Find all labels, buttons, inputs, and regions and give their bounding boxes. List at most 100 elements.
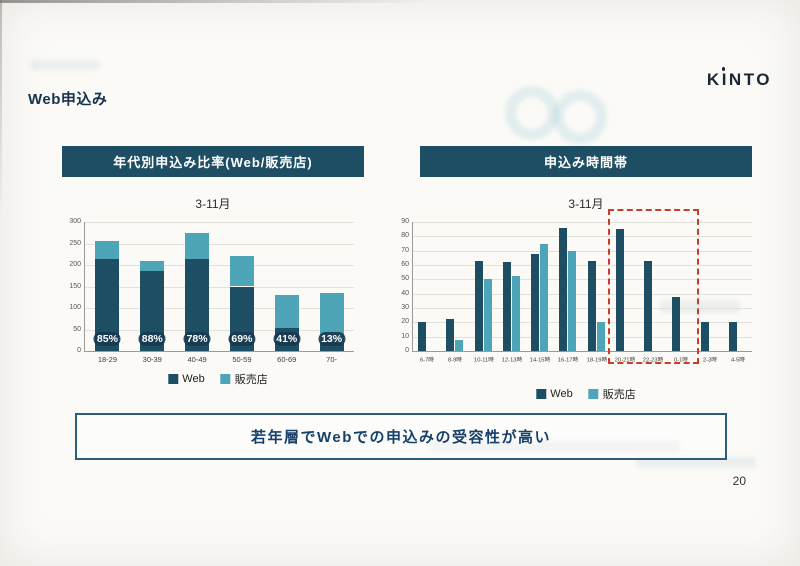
x-tick-label: 60-69: [277, 355, 297, 364]
bar-web: [672, 296, 681, 351]
legend-label-dealer: 販売店: [602, 389, 636, 401]
bar-dealer: [568, 250, 577, 351]
x-tick-label: 2-3時: [702, 357, 717, 364]
bleed-artifact: [30, 60, 100, 70]
x-tick-label: 18-19時: [586, 357, 607, 364]
y-tick-label: 100: [69, 304, 81, 311]
bar-dealer: [229, 256, 254, 287]
gridline: [85, 286, 354, 288]
y-tick-label: 30: [401, 304, 409, 311]
chart-time-of-day-header: 申込み時間帯: [420, 146, 752, 177]
legend-item-dealer: 販売店: [220, 371, 268, 387]
legend-swatch-web: [168, 374, 179, 384]
legend-age-chart: Web 販売店: [168, 371, 268, 387]
slide-title: Web申込み: [28, 91, 108, 108]
bar-web: [418, 322, 427, 351]
x-tick-label: 10-11時: [473, 357, 494, 364]
bleed-artifact: [505, 86, 559, 140]
gridline: [413, 222, 752, 223]
legend-label-dealer: 販売店: [234, 374, 268, 386]
page-number: 20: [732, 474, 746, 488]
bar-web: [644, 260, 653, 351]
kinto-logo-text: KINTO: [706, 70, 772, 89]
kinto-logo-i-dot: [721, 67, 726, 71]
bar-web: [728, 322, 737, 351]
x-tick-label: 14-15時: [529, 357, 551, 364]
y-tick-label: 0: [405, 347, 409, 354]
bar-web: [700, 322, 709, 351]
y-tick-label: 250: [69, 239, 81, 247]
bleed-artifact: [553, 90, 607, 144]
bar-dealer: [540, 243, 549, 351]
bar-percent-label: 13%: [318, 332, 346, 346]
y-tick-label: 10: [401, 332, 409, 340]
x-tick-label: 18-29: [97, 355, 117, 364]
legend-item-dealer: 販売店: [588, 386, 636, 402]
y-tick-label: 80: [401, 232, 409, 240]
bar-dealer: [140, 260, 165, 272]
legend-item-web: Web: [168, 373, 205, 385]
legend-swatch-dealer: [588, 389, 599, 399]
bar-dealer: [455, 339, 464, 351]
bar-web: [502, 262, 511, 351]
y-tick-label: 150: [69, 282, 81, 290]
x-tick-label: 8-9時: [448, 357, 463, 364]
bar-web: [319, 343, 344, 351]
gridline: [413, 322, 752, 324]
chart-age-ratio-plot: 0 50 100 150 200 250 300 18-29 85% 30-39 88% 40-49 7…: [69, 218, 354, 364]
bar-dealer: [95, 241, 120, 259]
x-tick-label: 50-59: [232, 355, 252, 364]
chart-age-ratio-subtitle: 3-11月: [195, 197, 231, 211]
x-tick-label: 40-49: [187, 355, 207, 364]
key-message-box: 若年層でWebでの申込みの受容性が高い: [75, 413, 727, 460]
gridline: [413, 250, 752, 252]
gridline: [85, 329, 354, 331]
gridline: [413, 308, 752, 309]
bar-web: [587, 260, 596, 351]
bar-dealer: [483, 279, 492, 351]
gridline: [413, 265, 752, 266]
bar-percent-label: 69%: [228, 332, 256, 346]
legend-label-web: Web: [550, 388, 573, 400]
gridline: [413, 293, 752, 295]
y-tick-label: 0: [77, 347, 81, 354]
bar-percent-label: 41%: [273, 332, 301, 346]
gridline: [85, 265, 354, 266]
x-tick-label: 20-21時: [614, 357, 636, 364]
y-tick-label: 60: [401, 261, 409, 268]
bar-web: [615, 229, 624, 351]
y-tick-label: 50: [401, 275, 409, 283]
legend-label-web: Web: [182, 373, 205, 385]
chart-age-ratio-header: 年代別申込み比率(Web/販売店): [62, 146, 364, 177]
bar-percent-label: 78%: [183, 332, 211, 346]
bar-web: [446, 319, 455, 351]
x-tick-label: 6-7時: [420, 357, 435, 364]
kinto-logo: KINTO: [706, 67, 772, 90]
x-tick-label: 16-17時: [558, 357, 579, 364]
legend-swatch-dealer: [220, 374, 231, 384]
scan-edge-artifact: [0, 0, 2, 220]
chart-time-of-day-subtitle: 3-11月: [568, 197, 604, 211]
gridline: [85, 308, 354, 309]
y-tick-label: 40: [401, 289, 409, 297]
x-tick-label: 70-: [326, 355, 337, 364]
bar-dealer: [596, 322, 605, 351]
legend-item-web: Web: [536, 388, 573, 400]
y-tick-label: 70: [401, 246, 409, 254]
y-tick-label: 300: [69, 218, 81, 225]
x-tick-label: 12-13時: [501, 357, 523, 364]
x-tick-label: 30-39: [142, 355, 162, 364]
gridline: [85, 222, 354, 223]
scan-edge-artifact: [0, 0, 430, 3]
legend-time-chart: Web 販売店: [536, 386, 636, 402]
bar-web: [559, 227, 568, 351]
chart-time-of-day-plot: 0 10 20 30 40 50 60 70 80 90 6-7時 8-9時 10-11時 12-13時 1…: [401, 209, 752, 364]
bar-web: [531, 253, 540, 351]
gridline: [413, 336, 752, 338]
y-tick-label: 50: [73, 325, 81, 333]
x-tick-label: 4-5時: [730, 357, 745, 364]
y-tick-label: 200: [69, 261, 81, 268]
bar-dealer: [185, 232, 210, 259]
gridline: [413, 279, 752, 281]
x-tick-label: 22-23時: [642, 357, 664, 364]
